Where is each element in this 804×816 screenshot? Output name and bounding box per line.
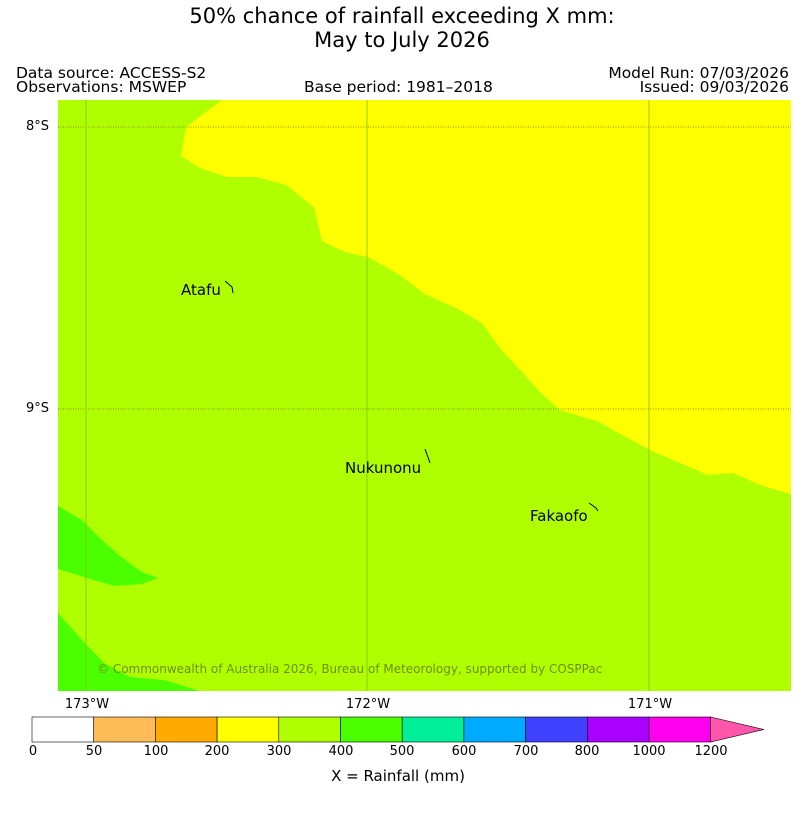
colorbar-tick-500: 500 (389, 744, 415, 759)
colorbar-tick-50: 50 (85, 744, 103, 759)
colorbar-extend-arrow (710, 716, 765, 743)
place-nukunonu: Nukunonu (345, 459, 422, 477)
fill-region-400-500-west (58, 506, 158, 586)
colorbar-tick-200: 200 (204, 744, 230, 759)
colorbar (31, 716, 765, 743)
colorbar-segment-1000-1200 (648, 716, 712, 743)
colorbar-segment-0-50 (31, 716, 95, 743)
colorbar-tick-300: 300 (266, 744, 292, 759)
lon-label-173w: 173°W (64, 697, 110, 712)
colorbar-label: X = Rainfall (mm) (331, 767, 465, 785)
base-period: Base period: 1981–2018 (304, 78, 493, 96)
place-atafu: Atafu (181, 281, 221, 299)
lat-label-8s: 8°S (26, 119, 50, 134)
place-fakaofo: Fakaofo (530, 507, 588, 525)
colorbar-tick-0: 0 (28, 744, 38, 759)
fakaofo-coast (588, 502, 599, 512)
lon-label-172w: 172°W (345, 697, 391, 712)
colorbar-tick-1000: 1000 (632, 744, 666, 759)
colorbar-tick-400: 400 (328, 744, 354, 759)
fill-region-200-300 (181, 100, 791, 494)
issued-date: Issued: 09/03/2026 (639, 78, 789, 96)
colorbar-tick-800: 800 (574, 744, 600, 759)
colorbar-segment-200-300 (216, 716, 280, 743)
map-canvas (58, 100, 791, 691)
colorbar-segment-600-700 (463, 716, 526, 743)
chart-title-line1: 50% chance of rainfall exceeding X mm: (189, 4, 615, 28)
fill-region-400-500-southwest (58, 613, 200, 691)
lon-label-171w: 171°W (627, 697, 673, 712)
colorbar-segment-50-100 (93, 716, 156, 743)
lat-label-9s: 9°S (26, 401, 50, 416)
colorbar-tick-600: 600 (451, 744, 477, 759)
colorbar-segment-400-500 (340, 716, 403, 743)
colorbar-segment-100-200 (155, 716, 218, 743)
colorbar-tick-100: 100 (143, 744, 169, 759)
nukunonu-coast (424, 448, 431, 464)
copyright-notice: © Commonwealth of Australia 2026, Bureau… (97, 662, 603, 676)
colorbar-segment-500-600 (401, 716, 465, 743)
chart-title-line2: May to July 2026 (314, 28, 490, 52)
colorbar-tick-1200: 1200 (694, 744, 728, 759)
colorbar-tick-700: 700 (513, 744, 539, 759)
atafu-coast (224, 280, 234, 294)
colorbar-segment-700-800 (525, 716, 588, 743)
observations: Observations: MSWEP (16, 78, 187, 96)
data-source: Data source: ACCESS-S2 (16, 64, 207, 82)
model-run: Model Run: 07/03/2026 (608, 64, 789, 82)
colorbar-segment-300-400 (278, 716, 341, 743)
colorbar-segment-800-1000 (586, 716, 650, 743)
